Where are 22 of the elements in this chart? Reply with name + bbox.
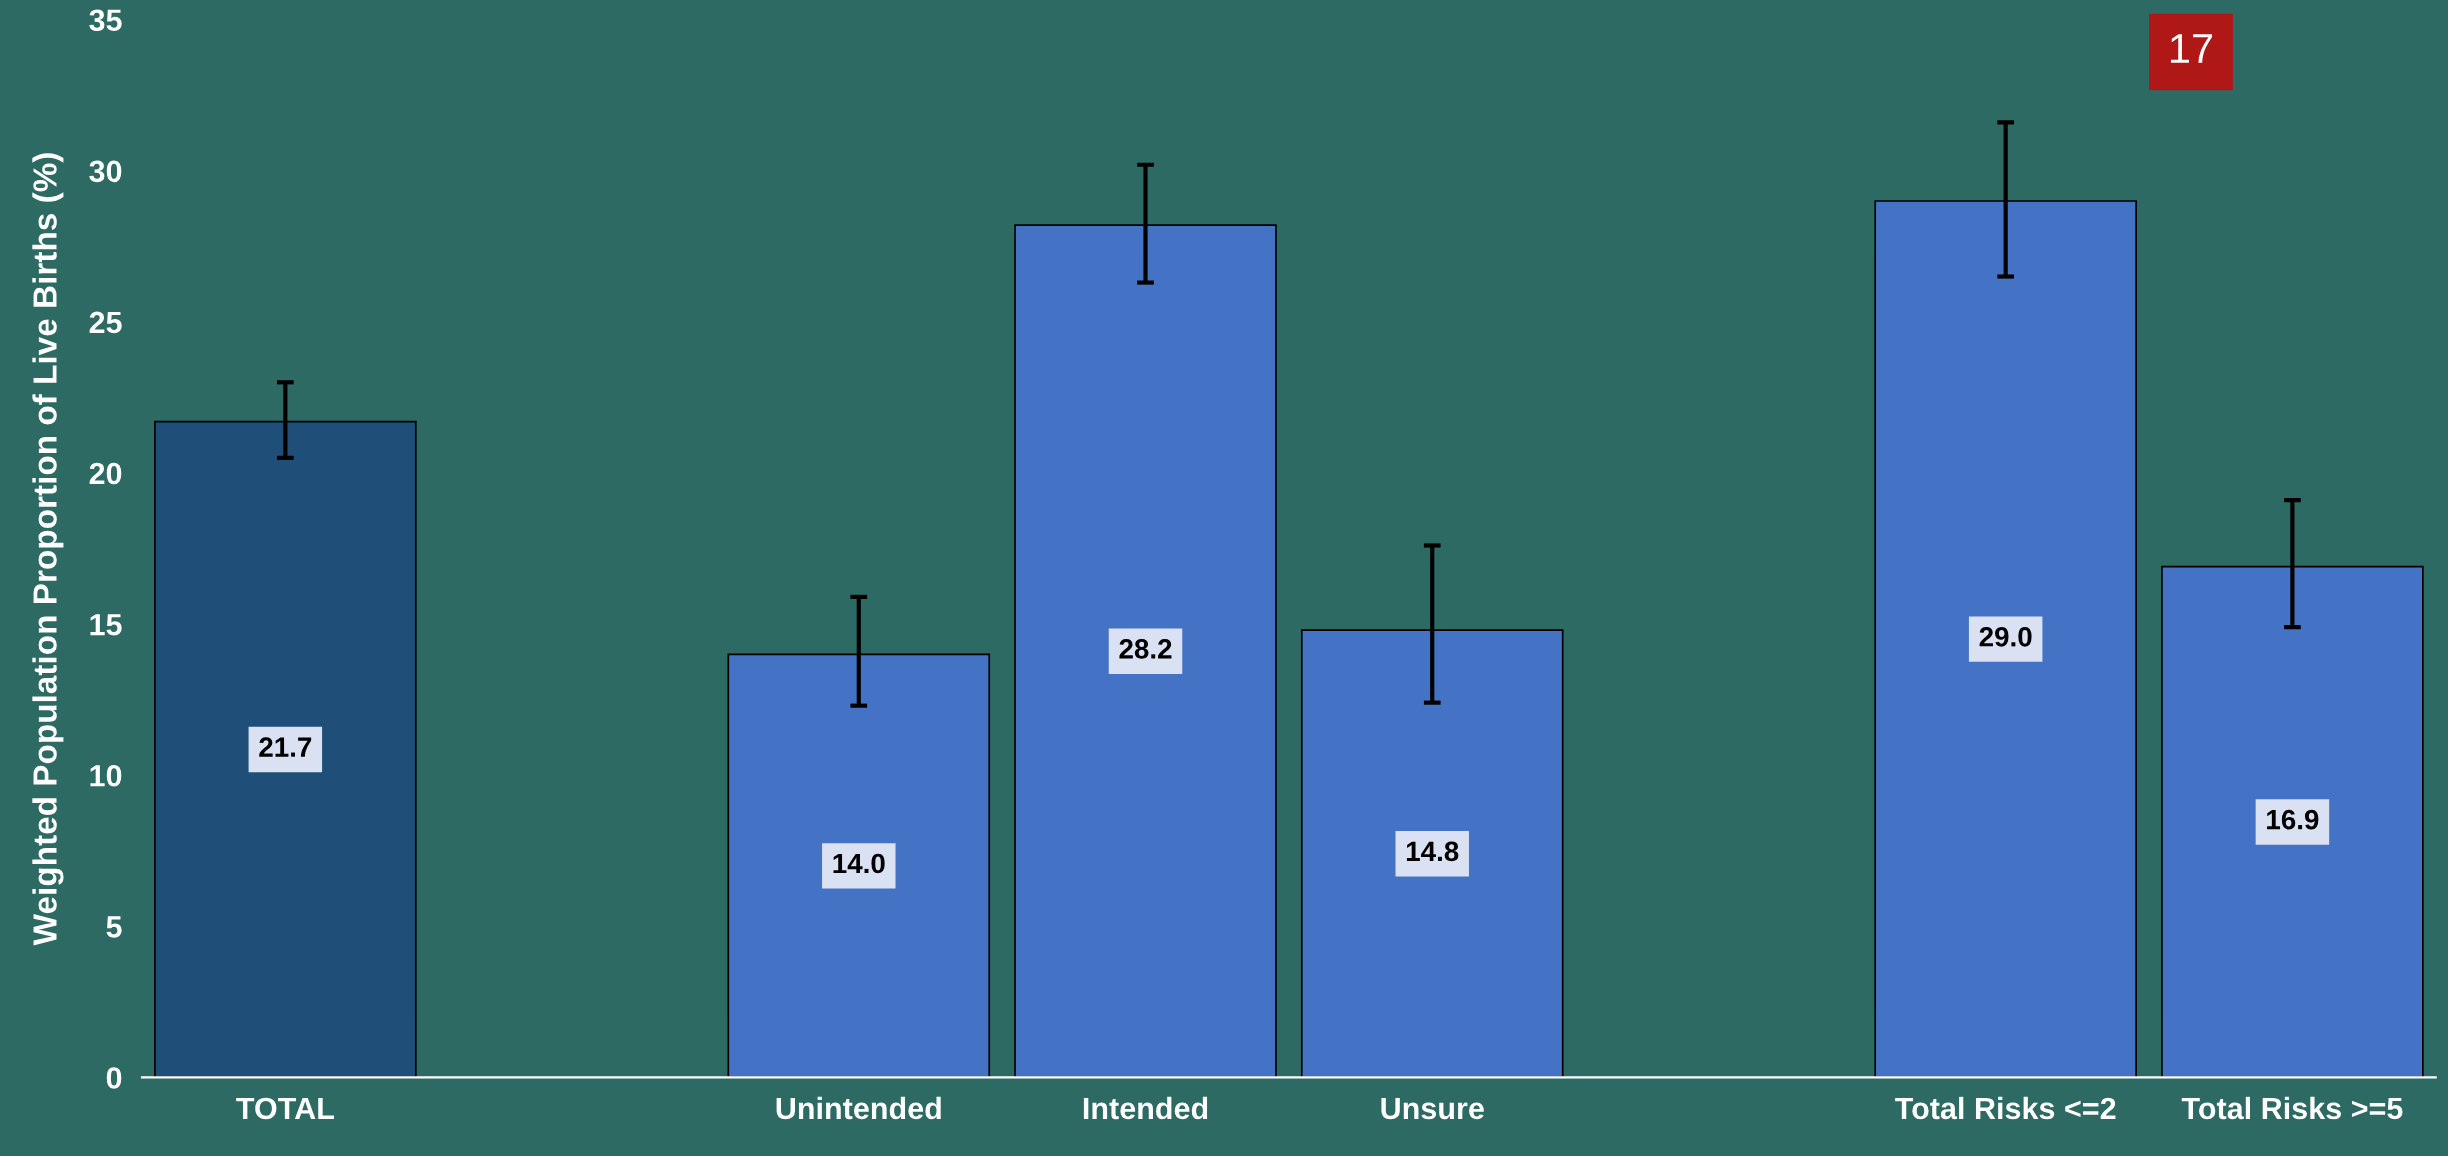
data-label: 21.7 <box>259 737 312 757</box>
y-tick-label: 0 <box>106 1067 122 1089</box>
annotation: 17 <box>2170 34 2213 63</box>
y-tick-label: 10 <box>90 764 122 787</box>
x-tick-label: Total Risks >=5 <box>2181 1096 2403 1120</box>
y-tick-label: 5 <box>106 916 122 938</box>
x-tick-label: TOTAL <box>236 1097 334 1120</box>
x-tick-label: Unsure <box>1381 1097 1484 1120</box>
x-tick-label: Total Risks <=2 <box>1895 1096 2116 1120</box>
y-tick-label: 35 <box>89 9 122 32</box>
data-label: 14.8 <box>1406 841 1459 862</box>
y-axis-title: Weighted Population Proportion of Live Births (%) <box>32 153 64 946</box>
y-tick-label: 15 <box>90 614 122 636</box>
x-tick-label: Unintended <box>776 1096 941 1120</box>
y-tick-label: 30 <box>89 160 122 183</box>
data-label: 28.2 <box>1119 639 1172 659</box>
y-tick-label: 25 <box>89 311 122 334</box>
data-label: 29.0 <box>1979 626 2032 647</box>
data-label: 16.9 <box>2267 809 2319 830</box>
y-tick-label: 20 <box>89 462 122 485</box>
data-label: 14.0 <box>833 853 885 874</box>
x-tick-label: Intended <box>1083 1096 1208 1120</box>
